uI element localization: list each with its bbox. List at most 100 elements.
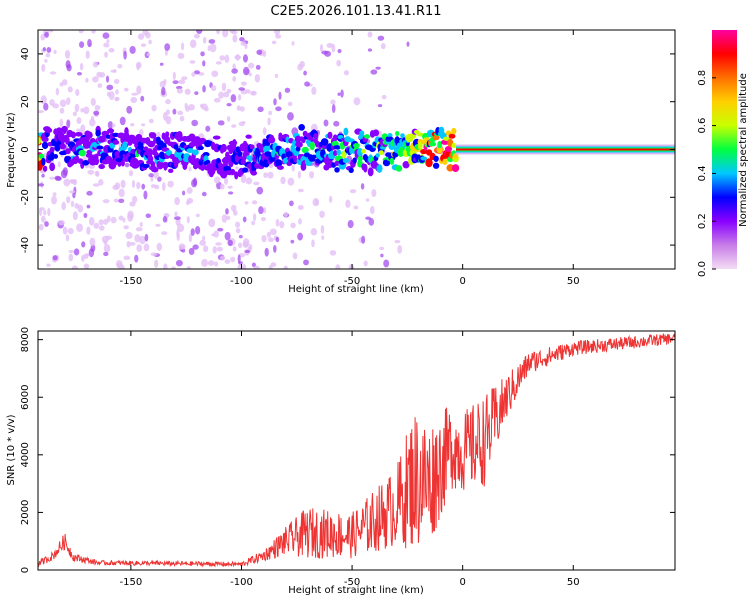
- noise-speckle: [45, 53, 51, 58]
- noise-speckle: [72, 178, 78, 186]
- carrier-core: [456, 148, 675, 151]
- ridge-cell: [229, 168, 236, 176]
- noise-speckle: [79, 62, 84, 71]
- snr-ticks: -150 -100 -50 0 50 0 2000 4000 6000 8000: [20, 327, 675, 588]
- noise-speckle: [237, 93, 242, 101]
- noise-speckle: [143, 190, 148, 200]
- noise-speckle: [188, 104, 195, 111]
- noise-speckle: [174, 197, 180, 206]
- ridge-cell: [137, 144, 144, 150]
- noise-speckle: [174, 216, 181, 221]
- noise-speckle: [40, 95, 47, 105]
- noise-speckle: [184, 102, 188, 109]
- noise-speckle: [337, 92, 341, 96]
- noise-speckle: [103, 239, 108, 246]
- noise-speckle: [49, 71, 57, 75]
- noise-speckle: [397, 245, 403, 254]
- noise-speckle: [124, 162, 130, 168]
- noise-speckle: [219, 255, 226, 261]
- ridge-cell: [436, 145, 443, 154]
- ridge-cell: [451, 142, 457, 149]
- noise-speckle: [232, 76, 237, 82]
- ridge-cell: [444, 146, 453, 153]
- noise-speckle: [153, 170, 159, 180]
- noise-speckle: [162, 215, 168, 223]
- ridge-cell: [361, 148, 366, 154]
- ridge-cell: [44, 131, 49, 138]
- noise-speckle: [181, 76, 188, 81]
- ridge-cell: [333, 145, 341, 150]
- noise-speckle: [222, 30, 229, 38]
- ridge-cell: [96, 145, 104, 150]
- noise-speckle: [244, 201, 249, 205]
- noise-speckle: [186, 266, 191, 269]
- noise-speckle: [336, 59, 341, 67]
- noise-speckle: [251, 200, 258, 205]
- noise-speckle: [269, 228, 277, 236]
- ridge-cell: [274, 159, 283, 167]
- noise-speckle: [95, 170, 100, 177]
- ridge-cell: [212, 135, 221, 140]
- ridge-cell: [243, 149, 250, 158]
- noise-speckle: [47, 207, 51, 217]
- noise-speckle: [97, 83, 103, 88]
- y-tick-label: 0: [20, 146, 31, 152]
- noise-speckle: [76, 223, 83, 232]
- noise-speckle: [195, 213, 200, 218]
- noise-speckle: [184, 88, 191, 95]
- ridge-cell: [101, 134, 106, 143]
- spectrogram-ylabel: Frequency (Hz): [6, 112, 17, 188]
- ridge-cell: [45, 127, 53, 134]
- noise-speckle: [239, 37, 245, 42]
- noise-speckle: [156, 131, 161, 139]
- ridge-cell: [156, 160, 164, 170]
- noise-speckle: [177, 110, 184, 116]
- ridge-cell: [65, 148, 71, 155]
- ridge-cell: [320, 138, 329, 146]
- x-tick-label: -100: [230, 577, 253, 588]
- noise-speckle: [232, 246, 237, 252]
- noise-speckle: [213, 176, 221, 184]
- ridge-cell: [74, 132, 83, 137]
- noise-speckle: [165, 115, 172, 125]
- noise-speckle: [165, 98, 171, 105]
- noise-speckle: [130, 96, 138, 104]
- noise-speckle: [267, 237, 274, 243]
- colorbar-tick-label: 0.0: [697, 261, 708, 277]
- noise-speckle: [237, 263, 242, 269]
- noise-speckle: [214, 261, 219, 267]
- noise-speckle: [226, 103, 232, 107]
- noise-speckle: [248, 243, 253, 251]
- noise-speckle: [141, 123, 146, 127]
- noise-speckle: [369, 206, 375, 215]
- noise-speckle: [52, 103, 60, 109]
- noise-speckle: [231, 30, 238, 35]
- noise-speckle: [262, 50, 267, 57]
- noise-speckle: [289, 200, 294, 207]
- noise-speckle: [195, 226, 201, 235]
- noise-speckle: [290, 222, 296, 229]
- noise-speckle: [87, 169, 95, 175]
- noise-speckle: [86, 204, 91, 209]
- noise-speckle: [141, 183, 146, 190]
- ridge-cell: [41, 141, 49, 150]
- ridge-cell: [107, 128, 115, 134]
- noise-speckle: [148, 173, 155, 178]
- noise-speckle: [98, 225, 105, 231]
- noise-speckle: [40, 33, 46, 41]
- x-tick-label: 50: [567, 577, 580, 588]
- noise-speckle: [44, 221, 49, 227]
- noise-speckle: [135, 227, 143, 232]
- ridge-cell: [147, 140, 156, 148]
- noise-speckle: [347, 220, 354, 229]
- ridge-cell: [309, 141, 315, 151]
- noise-speckle: [118, 188, 125, 198]
- noise-speckle: [255, 64, 261, 70]
- noise-speckle: [297, 63, 303, 71]
- noise-speckle: [57, 161, 61, 168]
- ridge-cell: [334, 167, 340, 173]
- ridge-cell: [189, 134, 195, 142]
- spectrogram-ticks: -150 -100 -50 0 50 -40 -20 0 20 40: [20, 30, 675, 287]
- noise-speckle: [324, 50, 331, 57]
- ridge-cell: [120, 159, 125, 167]
